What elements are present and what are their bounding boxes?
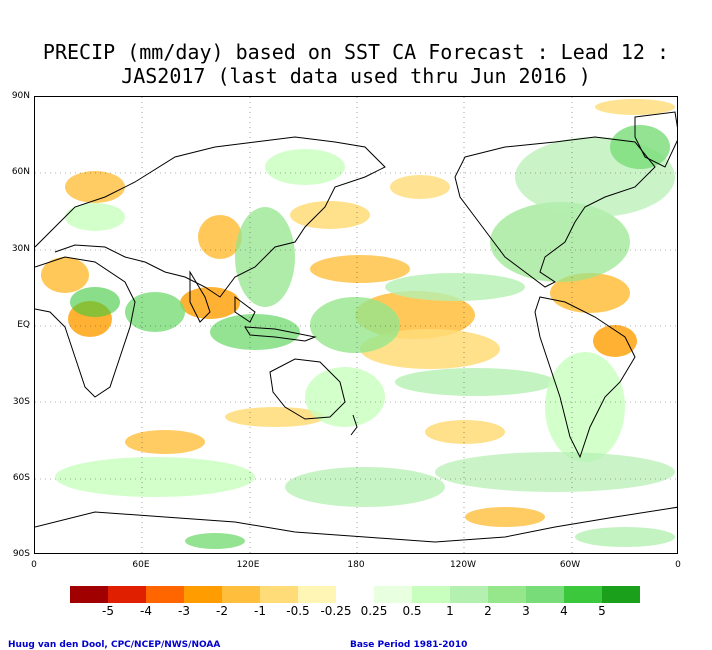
lon-label-60e: 60E xyxy=(132,560,150,570)
legend-label-6: -0.25 xyxy=(320,604,352,618)
legend-label-13: 5 xyxy=(598,604,606,618)
legend-swatch-12 xyxy=(526,586,564,603)
wet-anomaly-regions xyxy=(55,125,675,549)
legend-swatch-13 xyxy=(564,586,602,603)
lat-label-30s: 30S xyxy=(12,397,30,407)
legend-label-10: 2 xyxy=(484,604,492,618)
lon-label-60w: 60W xyxy=(559,560,581,570)
legend-swatch-14 xyxy=(602,586,640,603)
legend-label-2: -3 xyxy=(178,604,190,618)
legend-label-3: -2 xyxy=(216,604,228,618)
lat-label-90n: 90N xyxy=(11,91,30,101)
coastlines xyxy=(35,111,677,543)
dry-anomaly-regions xyxy=(41,99,675,527)
legend-swatch-1 xyxy=(108,586,146,603)
precip-anomaly-field xyxy=(35,97,677,553)
map-title-line-1: PRECIP (mm/day) based on SST CA Forecast… xyxy=(42,40,670,64)
legend-swatch-11 xyxy=(488,586,526,603)
legend-swatch-4 xyxy=(222,586,260,603)
map-title-line-2: JAS2017 (last data used thru Jun 2016 ) xyxy=(121,64,591,88)
lon-label-0-right: 0 xyxy=(675,560,681,570)
legend-label-4: -1 xyxy=(254,604,266,618)
legend-swatch-2 xyxy=(146,586,184,603)
precip-map xyxy=(34,96,678,554)
legend-swatch-3 xyxy=(184,586,222,603)
lon-label-0-left: 0 xyxy=(31,560,37,570)
lon-label-120e: 120E xyxy=(236,560,260,570)
lat-label-90s: 90S xyxy=(12,549,30,559)
legend-label-11: 3 xyxy=(522,604,530,618)
legend-label-0: -5 xyxy=(102,604,114,618)
legend-label-7: 0.25 xyxy=(360,604,388,618)
legend-swatch-0 xyxy=(70,586,108,603)
legend-swatch-10 xyxy=(450,586,488,603)
legend-swatch-8 xyxy=(374,586,412,603)
legend-label-9: 1 xyxy=(446,604,454,618)
credit-author: Huug van den Dool, CPC/NCEP/NWS/NOAA xyxy=(8,640,221,650)
legend-label-8: 0.5 xyxy=(402,604,422,618)
legend-swatch-6 xyxy=(298,586,336,603)
legend-label-1: -4 xyxy=(140,604,152,618)
legend-swatch-5 xyxy=(260,586,298,603)
lon-label-120w: 120W xyxy=(449,560,477,570)
lat-label-30n: 30N xyxy=(11,244,30,254)
lat-label-60s: 60S xyxy=(12,473,30,483)
lat-label-eq: EQ xyxy=(17,320,30,330)
legend-label-12: 4 xyxy=(560,604,568,618)
credit-base-period: Base Period 1981-2010 xyxy=(350,640,468,650)
legend-swatch-9 xyxy=(412,586,450,603)
legend-label-5: -0.5 xyxy=(286,604,310,618)
lon-label-180: 180 xyxy=(347,560,365,570)
legend-swatch-7 xyxy=(336,586,374,603)
lat-label-60n: 60N xyxy=(11,167,30,177)
